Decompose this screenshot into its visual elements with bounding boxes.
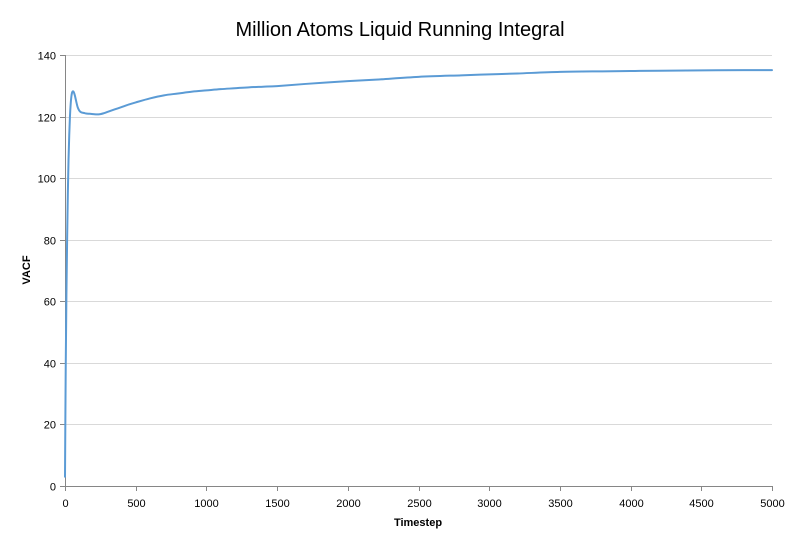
gridlines: [65, 55, 772, 425]
x-axis-title: Timestep: [394, 517, 442, 529]
y-tick-label: 60: [44, 297, 56, 309]
y-tick-label: 20: [44, 420, 56, 432]
x-tick-label: 4500: [689, 498, 713, 510]
y-axis-title: VACF: [21, 255, 33, 284]
x-tick-label: 5000: [760, 498, 784, 510]
x-tick-label: 1000: [194, 498, 218, 510]
x-tick-label: 2000: [336, 498, 360, 510]
y-tick-label: 120: [38, 113, 56, 125]
y-tick-labels: 0 20 40 60 80 100 120 140: [38, 51, 56, 494]
x-tick-label: 0: [62, 498, 68, 510]
axes: [60, 55, 773, 491]
x-tick-label: 1500: [265, 498, 289, 510]
x-tick-labels: 0 500 1000 1500 2000 2500 3000 3500 4000 4500 5000: [62, 498, 784, 510]
x-tick-label: 500: [127, 498, 145, 510]
y-tick-label: 40: [44, 359, 56, 371]
x-tick-label: 3500: [548, 498, 572, 510]
chart-title: Million Atoms Liquid Running Integral: [235, 19, 564, 41]
x-tick-label: 2500: [407, 498, 431, 510]
series-line: [64, 69, 773, 478]
y-tick-label: 100: [38, 174, 56, 186]
series-layer: [64, 69, 773, 478]
x-tick-label: 4000: [619, 498, 643, 510]
y-tick-label: 0: [50, 482, 56, 494]
x-tick-label: 3000: [477, 498, 501, 510]
y-tick-label: 80: [44, 236, 56, 248]
y-tick-label: 140: [38, 51, 56, 63]
